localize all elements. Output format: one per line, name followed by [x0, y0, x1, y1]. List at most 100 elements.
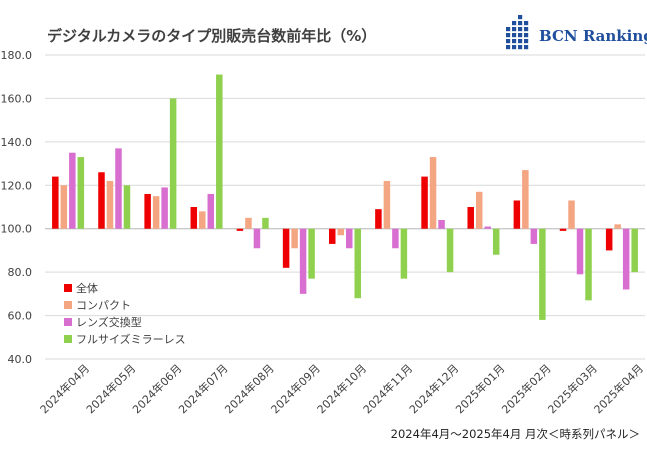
x-axis: 2024年04月2024年05月2024年06月2024年07月2024年08月…	[37, 361, 646, 416]
bar	[216, 74, 223, 229]
bar	[484, 226, 491, 229]
y-tick-label: 180.0	[1, 49, 33, 62]
bar	[530, 228, 538, 244]
logo-dot	[524, 21, 529, 26]
bar	[622, 228, 630, 290]
grid-lines	[45, 54, 645, 360]
bar	[52, 176, 59, 229]
bar	[299, 228, 307, 294]
bar	[199, 211, 206, 229]
bar	[438, 220, 445, 229]
bar	[354, 228, 361, 299]
bar	[253, 228, 261, 249]
logo-dot	[512, 33, 517, 38]
bar	[576, 228, 584, 275]
bar	[69, 152, 76, 229]
legend-label: 全体	[76, 281, 98, 295]
bar	[98, 172, 105, 229]
logo-dot	[518, 45, 523, 50]
bar	[392, 228, 399, 249]
logo-dot	[506, 39, 511, 44]
bar	[308, 228, 315, 279]
bcn-logo: BCN Ranking	[506, 15, 647, 50]
y-tick-label: 120.0	[1, 179, 33, 192]
bar	[152, 196, 160, 229]
bar	[400, 228, 408, 279]
bar	[169, 98, 177, 229]
y-tick-label: 100.0	[1, 223, 33, 236]
bar	[383, 180, 391, 229]
bar	[77, 157, 85, 229]
bar	[115, 148, 122, 229]
bar	[614, 224, 621, 229]
bar	[605, 228, 613, 251]
legend-label: レンズ交換型	[76, 315, 142, 329]
logo-dot	[506, 45, 511, 50]
bar	[161, 187, 168, 229]
bar	[492, 228, 500, 255]
bar	[329, 228, 336, 244]
y-tick-label: 80.0	[8, 266, 33, 279]
y-tick-label: 60.0	[8, 310, 33, 323]
legend-swatch	[64, 301, 72, 309]
bar	[513, 200, 521, 229]
bar	[467, 207, 474, 229]
y-axis: 40.0 60.0 80.0 100.0 120.0 140.0 160.0 180.0	[1, 49, 33, 366]
bar	[106, 180, 114, 229]
bar	[262, 217, 269, 229]
y-tick-label: 40.0	[8, 353, 33, 366]
bar	[346, 228, 353, 249]
logo-text: BCN Ranking	[539, 27, 647, 45]
legend-swatch	[64, 284, 72, 292]
logo-dot	[518, 33, 523, 38]
logo-dot	[518, 15, 523, 20]
bar	[375, 209, 382, 229]
logo-dot	[524, 27, 529, 32]
bar	[236, 228, 244, 231]
bar	[123, 185, 131, 229]
logo-dot	[512, 27, 517, 32]
bar	[144, 193, 151, 229]
bar	[539, 228, 546, 320]
legend-swatch	[64, 335, 72, 343]
bar	[475, 191, 483, 229]
legend-label: フルサイズミラーレス	[76, 332, 186, 346]
y-tick-label: 160.0	[1, 92, 33, 105]
legend-swatch	[64, 318, 72, 326]
legend-label: コンパクト	[76, 299, 131, 312]
chart-title: デジタルカメラのタイプ別販売台数前年比（%）	[47, 27, 376, 45]
logo-dot	[506, 27, 511, 32]
bcn-logo-dots-icon	[506, 15, 529, 50]
logo-dot	[512, 21, 517, 26]
x-tick-label: 2025年04月	[591, 361, 646, 416]
bar	[559, 228, 567, 231]
logo-dot	[518, 21, 523, 26]
bar	[631, 228, 638, 273]
bars	[52, 74, 638, 320]
bar	[207, 193, 215, 229]
logo-dot	[512, 39, 517, 44]
bar	[291, 228, 298, 249]
logo-dot	[524, 45, 529, 50]
chart-subtitle: 2024年4月～2025年4月 月次＜時系列パネル＞	[391, 427, 640, 441]
bar	[585, 228, 592, 301]
bar	[522, 170, 529, 229]
logo-dot	[512, 45, 517, 50]
bar	[60, 185, 68, 229]
bar	[337, 228, 344, 236]
logo-dot	[518, 27, 523, 32]
bar	[421, 176, 428, 229]
bar	[446, 228, 454, 273]
logo-dot	[506, 33, 511, 38]
logo-dot	[524, 33, 529, 38]
logo-dot	[518, 39, 523, 44]
bar	[282, 228, 290, 268]
bar	[245, 217, 252, 229]
bar	[190, 207, 198, 229]
logo-dot	[524, 39, 529, 44]
y-tick-label: 140.0	[1, 136, 33, 149]
bar	[568, 200, 575, 229]
bar	[429, 157, 437, 229]
